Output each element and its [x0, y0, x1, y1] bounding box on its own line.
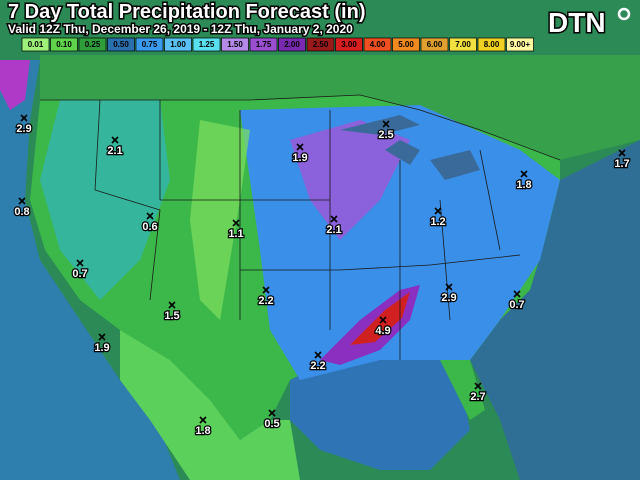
point-label: 1.7	[614, 158, 629, 170]
point-marker	[168, 301, 176, 309]
point-label: 0.8	[14, 206, 29, 218]
legend-swatch	[107, 37, 135, 52]
title: 7 Day Total Precipitation Forecast (in)	[8, 1, 365, 23]
gulf	[290, 355, 470, 470]
legend-label: 3.00	[341, 40, 357, 49]
legend-label: 0.01	[28, 40, 44, 49]
point-marker	[382, 120, 390, 128]
point-marker	[513, 290, 521, 298]
point-marker	[434, 207, 442, 215]
point-marker	[618, 149, 626, 157]
legend-swatch	[50, 37, 78, 52]
point-marker	[474, 382, 482, 390]
point-label: 1.5	[164, 310, 179, 322]
point-marker	[296, 143, 304, 151]
point-label: 2.2	[258, 295, 273, 307]
mexico	[120, 330, 300, 480]
legend-swatch	[164, 37, 192, 52]
point-label: 4.9	[375, 325, 390, 337]
legend-swatch	[192, 37, 221, 52]
legend-swatch	[420, 37, 449, 52]
point-marker	[199, 416, 207, 424]
legend-label: 0.25	[85, 40, 101, 49]
point-marker	[262, 286, 270, 294]
legend-label: 1.00	[170, 40, 186, 49]
legend-swatch	[306, 37, 335, 52]
legend-label: 0.75	[142, 40, 158, 49]
point-marker	[445, 283, 453, 291]
point-marker	[146, 212, 154, 220]
point-marker	[330, 215, 338, 223]
legend-swatch	[477, 37, 506, 52]
legend-swatch	[278, 37, 306, 52]
point-label: 2.5	[378, 129, 393, 141]
point-label: 2.1	[326, 224, 341, 236]
legend-swatch	[506, 37, 534, 52]
legend-swatch	[249, 37, 278, 52]
point-label: 2.9	[16, 123, 31, 135]
point-label: 2.2	[310, 360, 325, 372]
precip-max	[350, 292, 410, 345]
legend-label: 1.75	[256, 40, 272, 49]
legend-swatch	[135, 37, 164, 52]
point-marker	[111, 136, 119, 144]
points: 2.9 2.1 1.9 2.5 1.7 1.8 0.8 0.6 1.1 2.1 1.2 0.7 2.2 2…	[13, 114, 631, 438]
point-marker	[379, 316, 387, 324]
logo: DTN	[548, 7, 606, 38]
point-marker	[268, 409, 276, 417]
point-marker	[18, 197, 26, 205]
subtitle: Valid 12Z Thu, December 26, 2019 - 12Z T…	[8, 22, 353, 36]
precip-plains	[190, 120, 250, 320]
point-marker	[232, 219, 240, 227]
legend-label: 0.50	[113, 40, 129, 49]
precip-west	[40, 100, 170, 300]
point-marker	[314, 351, 322, 359]
legend-label: 4.00	[370, 40, 386, 49]
legend-label: 6.00	[427, 40, 443, 49]
legend-swatch	[392, 37, 420, 52]
legend-label: 0.10	[56, 40, 72, 49]
legend-swatch	[78, 37, 107, 52]
point-label: 0.7	[509, 299, 524, 311]
legend-label: 5.00	[398, 40, 414, 49]
point-label: 0.5	[264, 418, 279, 430]
legend-label: 8.00	[484, 40, 500, 49]
point-label: 2.7	[470, 391, 485, 403]
great-lakes	[340, 115, 480, 180]
point-label: 1.2	[430, 216, 445, 228]
point-label: 2.9	[441, 292, 456, 304]
legend-swatch	[449, 37, 477, 52]
legend-swatch	[335, 37, 363, 52]
legend-swatch	[21, 37, 50, 52]
point-label: 1.8	[195, 425, 210, 437]
legend: 0.01 0.10 0.25 0.50 0.75 1.00 1.25 1.50 1.75 2.00…	[21, 37, 534, 52]
legend-label: 1.50	[227, 40, 243, 49]
point-label: 1.9	[94, 342, 109, 354]
point-label: 2.1	[107, 145, 122, 157]
precip-purple	[290, 120, 410, 240]
legend-label: 7.00	[455, 40, 471, 49]
legend-swatch	[221, 37, 249, 52]
atlantic	[470, 140, 640, 480]
point-label: 1.1	[228, 228, 243, 240]
legend-swatch	[363, 37, 392, 52]
point-label: 1.8	[516, 179, 531, 191]
point-marker	[20, 114, 28, 122]
point-marker	[520, 170, 528, 178]
legend-label: 9.00+	[510, 40, 531, 49]
point-label: 0.6	[142, 221, 157, 233]
legend-label: 2.50	[313, 40, 329, 49]
point-marker	[98, 333, 106, 341]
precip-nw	[0, 60, 30, 110]
pacific	[0, 60, 180, 480]
logo-mark	[617, 7, 631, 21]
point-label: 0.7	[72, 268, 87, 280]
point-label: 1.9	[292, 152, 307, 164]
point-marker	[76, 259, 84, 267]
state-borders	[40, 94, 561, 360]
legend-label: 2.00	[284, 40, 300, 49]
legend-label: 1.25	[199, 40, 215, 49]
